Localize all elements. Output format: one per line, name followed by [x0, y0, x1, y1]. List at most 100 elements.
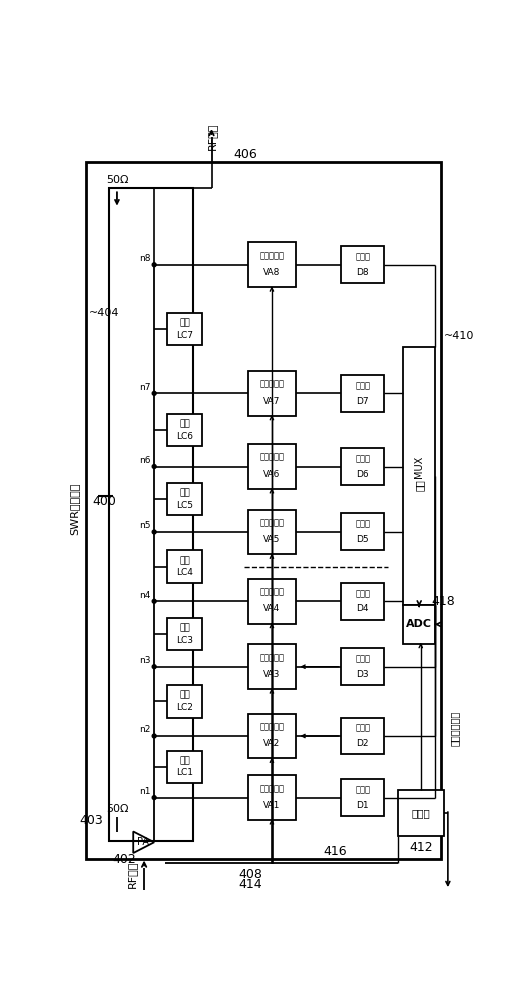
Text: n8: n8 — [139, 254, 150, 263]
Circle shape — [152, 391, 156, 395]
Text: 延迟: 延迟 — [179, 318, 190, 327]
Bar — [248, 579, 296, 624]
Bar — [341, 513, 384, 550]
Text: 延迟: 延迟 — [179, 489, 190, 498]
Text: MUX: MUX — [414, 456, 424, 478]
Text: VA3: VA3 — [263, 670, 281, 679]
Text: 400: 400 — [93, 495, 117, 508]
Text: 控制器: 控制器 — [411, 808, 430, 818]
Text: 延迟: 延迟 — [179, 623, 190, 632]
Text: 403: 403 — [79, 814, 103, 827]
Text: 延迟: 延迟 — [179, 419, 190, 428]
Circle shape — [152, 263, 156, 267]
Text: 开关: 开关 — [414, 479, 424, 491]
Bar — [248, 371, 296, 416]
Bar — [341, 779, 384, 816]
Text: 检测器: 检测器 — [355, 724, 370, 733]
Text: 可变衰减器: 可变衰减器 — [260, 722, 284, 731]
Text: VA2: VA2 — [263, 739, 281, 748]
Text: 50Ω: 50Ω — [106, 804, 128, 814]
Text: 408: 408 — [238, 868, 262, 881]
Text: 50Ω: 50Ω — [106, 175, 128, 185]
Bar — [248, 775, 296, 820]
Text: 检测器: 检测器 — [355, 520, 370, 529]
Bar — [167, 618, 202, 650]
Bar — [403, 347, 435, 605]
Text: LC1: LC1 — [176, 768, 193, 777]
Text: 检测器: 检测器 — [355, 253, 370, 262]
Text: LC4: LC4 — [176, 568, 193, 577]
Text: VA7: VA7 — [263, 397, 281, 406]
Text: RF进入: RF进入 — [126, 861, 137, 888]
Text: 412: 412 — [409, 841, 433, 854]
Text: 406: 406 — [233, 148, 257, 161]
Bar — [86, 162, 441, 859]
Text: D5: D5 — [356, 535, 369, 544]
Circle shape — [152, 465, 156, 468]
Bar — [248, 510, 296, 554]
Text: LC5: LC5 — [176, 501, 193, 510]
Circle shape — [152, 796, 156, 800]
Text: D6: D6 — [356, 470, 369, 479]
Text: D7: D7 — [356, 397, 369, 406]
Text: LC2: LC2 — [176, 703, 193, 712]
Text: 延迟: 延迟 — [179, 556, 190, 565]
Circle shape — [152, 734, 156, 738]
Bar — [341, 718, 384, 754]
Bar — [109, 188, 193, 841]
Bar — [167, 483, 202, 515]
Bar — [167, 550, 202, 583]
Text: 418: 418 — [431, 595, 455, 608]
Bar — [248, 714, 296, 758]
Text: 可变衰减器: 可变衰减器 — [260, 251, 284, 260]
Text: PA: PA — [137, 837, 149, 847]
Bar — [167, 414, 202, 446]
Bar — [341, 448, 384, 485]
Bar — [167, 313, 202, 345]
Text: n4: n4 — [139, 591, 150, 600]
Text: 检测器: 检测器 — [355, 785, 370, 794]
Circle shape — [152, 599, 156, 603]
Bar — [167, 751, 202, 783]
Text: VA6: VA6 — [263, 470, 281, 479]
Text: 检测器: 检测器 — [355, 381, 370, 390]
Bar — [403, 605, 435, 644]
Bar — [248, 242, 296, 287]
Text: D4: D4 — [356, 604, 369, 613]
Bar — [341, 648, 384, 685]
Text: VA8: VA8 — [263, 268, 281, 277]
Text: 可变衰减器: 可变衰减器 — [260, 784, 284, 793]
Text: n7: n7 — [139, 383, 150, 392]
Bar — [397, 790, 444, 836]
Circle shape — [152, 665, 156, 669]
Text: 416: 416 — [324, 845, 347, 858]
Text: 检测器: 检测器 — [355, 589, 370, 598]
Bar — [341, 583, 384, 620]
Text: ~404: ~404 — [89, 308, 120, 318]
Text: 可变衰减器: 可变衰减器 — [260, 653, 284, 662]
Text: SWR测量单元: SWR测量单元 — [69, 483, 79, 535]
Text: 延迟: 延迟 — [179, 691, 190, 700]
Bar — [248, 644, 296, 689]
Text: D1: D1 — [356, 801, 369, 810]
Text: ADC: ADC — [406, 619, 432, 629]
Text: 检测器: 检测器 — [355, 454, 370, 463]
Text: D3: D3 — [356, 670, 369, 679]
Circle shape — [152, 530, 156, 534]
Text: n6: n6 — [139, 456, 150, 465]
Text: 延迟: 延迟 — [179, 756, 190, 765]
Text: n3: n3 — [139, 656, 150, 665]
Text: LC7: LC7 — [176, 331, 193, 340]
Text: ~410: ~410 — [444, 331, 474, 341]
Text: 402: 402 — [113, 853, 136, 866]
Text: n2: n2 — [139, 725, 150, 734]
Text: 414: 414 — [238, 878, 262, 891]
Text: RF输出: RF输出 — [207, 123, 216, 150]
Text: D8: D8 — [356, 268, 369, 277]
Text: 可变衰减器: 可变衰减器 — [260, 380, 284, 389]
Text: VA1: VA1 — [263, 801, 281, 810]
Bar — [341, 246, 384, 283]
Text: n5: n5 — [139, 521, 150, 530]
Text: VA5: VA5 — [263, 535, 281, 544]
Text: VA4: VA4 — [263, 604, 281, 613]
